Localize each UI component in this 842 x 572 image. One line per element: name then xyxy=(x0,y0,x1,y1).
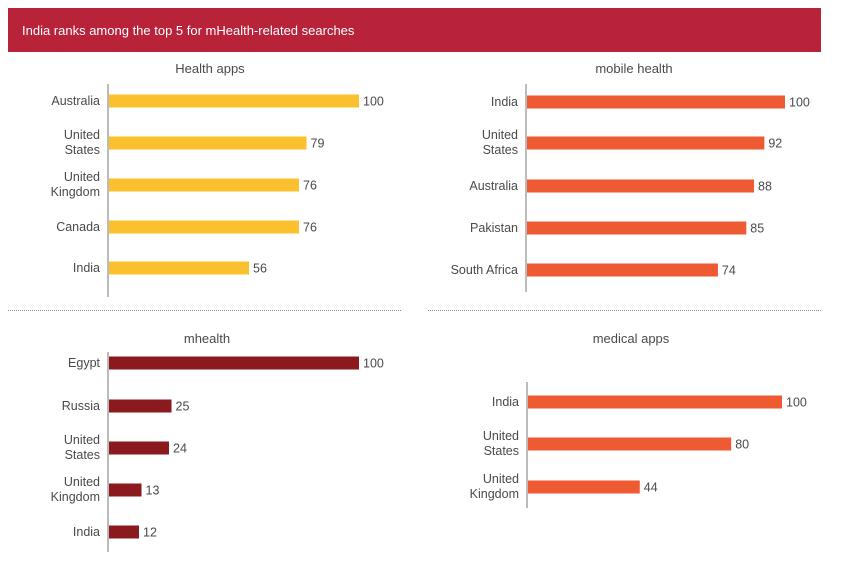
value-label-health-apps-3: 76 xyxy=(303,221,317,235)
bar-mobile-health-1 xyxy=(527,136,765,150)
category-label-mobile-health-1: United States xyxy=(482,128,518,157)
value-label-mobile-health-1: 92 xyxy=(768,137,782,151)
value-label-medical-apps-0: 100 xyxy=(786,396,807,410)
category-label-health-apps-4: India xyxy=(73,261,100,275)
category-label-health-apps-0: Australia xyxy=(51,94,100,108)
bar-mobile-health-0 xyxy=(527,95,785,109)
category-label-health-apps-3: Canada xyxy=(56,220,100,234)
category-label-mobile-health-2: Australia xyxy=(469,179,518,193)
bar-mhealth-1 xyxy=(109,399,172,413)
value-label-mhealth-4: 12 xyxy=(143,526,157,540)
category-label-mhealth-4: India xyxy=(73,525,100,539)
category-label-mhealth-1: Russia xyxy=(62,399,100,413)
category-label-medical-apps-1: United States xyxy=(483,429,519,458)
value-label-health-apps-4: 56 xyxy=(253,262,267,276)
value-label-medical-apps-1: 80 xyxy=(735,438,749,452)
value-label-health-apps-0: 100 xyxy=(363,95,384,109)
bar-medical-apps-0 xyxy=(528,395,782,409)
section-divider-left xyxy=(8,310,401,311)
bar-mobile-health-4 xyxy=(527,263,718,277)
value-label-health-apps-1: 79 xyxy=(311,137,325,151)
bar-mhealth-4 xyxy=(109,525,139,539)
bar-mobile-health-2 xyxy=(527,179,755,193)
bar-medical-apps-1 xyxy=(528,437,732,451)
value-label-mhealth-2: 24 xyxy=(173,442,187,456)
value-label-medical-apps-2: 44 xyxy=(644,481,658,495)
value-label-mobile-health-2: 88 xyxy=(758,180,772,194)
value-label-mhealth-3: 13 xyxy=(146,484,160,498)
category-label-health-apps-2: United Kingdom xyxy=(51,170,100,199)
category-label-mhealth-2: United States xyxy=(64,433,100,462)
bar-mhealth-0 xyxy=(109,356,359,370)
category-label-mhealth-3: United Kingdom xyxy=(51,475,100,504)
chart-title-mobile-health: mobile health xyxy=(595,61,672,76)
category-label-mobile-health-4: South Africa xyxy=(451,263,518,277)
category-label-mobile-health-3: Pakistan xyxy=(470,221,518,235)
value-label-mobile-health-3: 85 xyxy=(750,222,764,236)
category-label-mobile-health-0: India xyxy=(491,95,518,109)
bar-health-apps-3 xyxy=(109,220,299,234)
bar-health-apps-1 xyxy=(109,136,307,150)
bar-health-apps-2 xyxy=(109,178,299,192)
value-label-mobile-health-4: 74 xyxy=(722,264,736,278)
value-label-health-apps-2: 76 xyxy=(303,179,317,193)
bar-health-apps-0 xyxy=(109,94,359,108)
bar-mhealth-3 xyxy=(109,483,142,497)
bar-mhealth-2 xyxy=(109,441,169,455)
chart-banner: India ranks among the top 5 for mHealth-… xyxy=(8,8,821,52)
section-divider-right xyxy=(428,310,821,311)
chart-title-health-apps: Health apps xyxy=(175,61,245,76)
category-label-medical-apps-2: United Kingdom xyxy=(470,472,519,501)
value-label-mhealth-0: 100 xyxy=(363,357,384,371)
bar-medical-apps-2 xyxy=(528,480,640,494)
banner-title: India ranks among the top 5 for mHealth-… xyxy=(22,22,355,38)
bar-health-apps-4 xyxy=(109,261,249,275)
bar-mobile-health-3 xyxy=(527,221,747,235)
chart-title-mhealth: mhealth xyxy=(184,331,230,346)
category-label-health-apps-1: United States xyxy=(64,128,100,157)
category-label-mhealth-0: Egypt xyxy=(68,356,100,370)
value-label-mhealth-1: 25 xyxy=(176,400,190,414)
value-label-mobile-health-0: 100 xyxy=(789,96,810,110)
category-label-medical-apps-0: India xyxy=(492,395,519,409)
chart-title-medical-apps: medical apps xyxy=(593,331,670,346)
